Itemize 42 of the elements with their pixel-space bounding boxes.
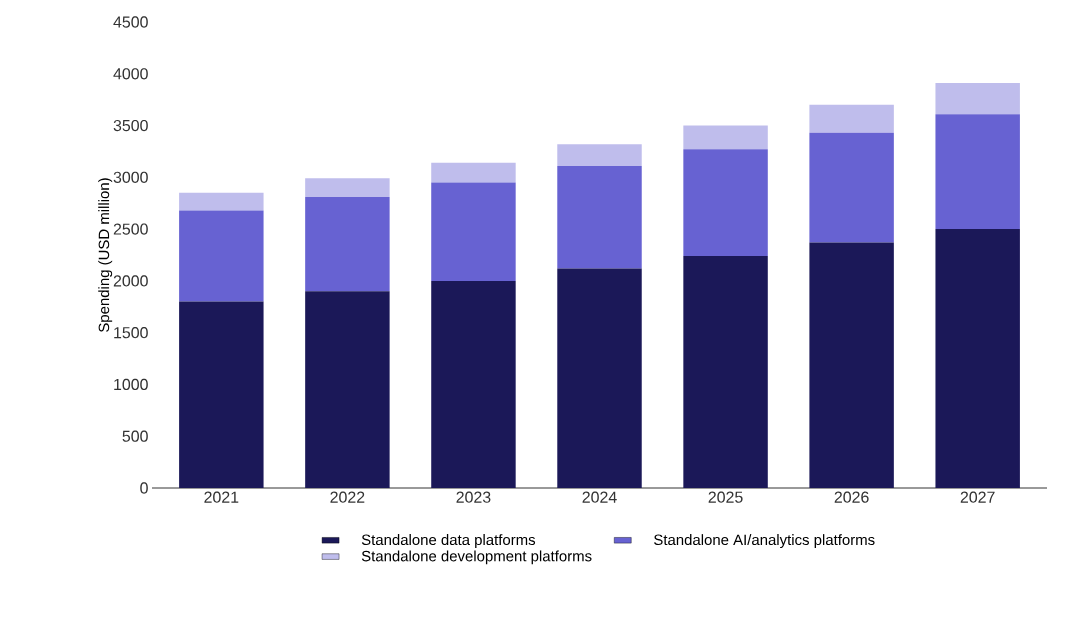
bar: [557, 165, 642, 269]
x-tick-label: 2024: [582, 491, 617, 503]
bar: [431, 162, 516, 183]
bar: [809, 132, 894, 243]
x-tick-label: 2026: [834, 491, 869, 503]
y-axis-title: Spending (USD million): [98, 178, 113, 332]
bar: [179, 210, 264, 302]
y-tick-label: 1000: [114, 378, 148, 391]
bar: [809, 104, 894, 133]
x-tick-label: 2021: [204, 491, 239, 503]
bar: [179, 192, 264, 211]
x-tick-label: 2025: [708, 491, 743, 503]
y-tick-label: 3000: [113, 171, 148, 183]
bar: [305, 197, 390, 292]
bar: [683, 125, 768, 150]
legend-label: Standalone development platforms: [361, 550, 592, 565]
y-tick-label: 500: [122, 430, 148, 442]
y-tick-label: 2000: [113, 275, 148, 287]
bar: [683, 149, 768, 257]
bar: [683, 256, 768, 488]
bar: [935, 229, 1020, 488]
y-tick-label: 3500: [113, 119, 148, 132]
bar: [809, 242, 894, 488]
x-tick-label: 2027: [960, 491, 995, 503]
legend-label: Standalone data platforms: [361, 534, 536, 549]
y-tick-label: 0: [140, 482, 148, 494]
bar: [431, 280, 516, 488]
bar: [431, 182, 516, 281]
legend-label: Standalone AI/analytics platforms: [654, 534, 875, 549]
y-tick-label: 4000: [113, 68, 148, 80]
x-tick-label: 2023: [456, 491, 491, 503]
y-tick-label: 1500: [114, 327, 148, 339]
bar: [557, 268, 642, 488]
bar: [305, 178, 390, 198]
y-tick-label: 2500: [113, 223, 148, 235]
bar: [305, 291, 390, 488]
bar: [179, 301, 264, 488]
y-tick-label: 4500: [113, 16, 148, 28]
x-tick-label: 2022: [330, 491, 365, 503]
bar: [557, 144, 642, 166]
bar: [935, 114, 1020, 230]
bar: [935, 83, 1020, 115]
